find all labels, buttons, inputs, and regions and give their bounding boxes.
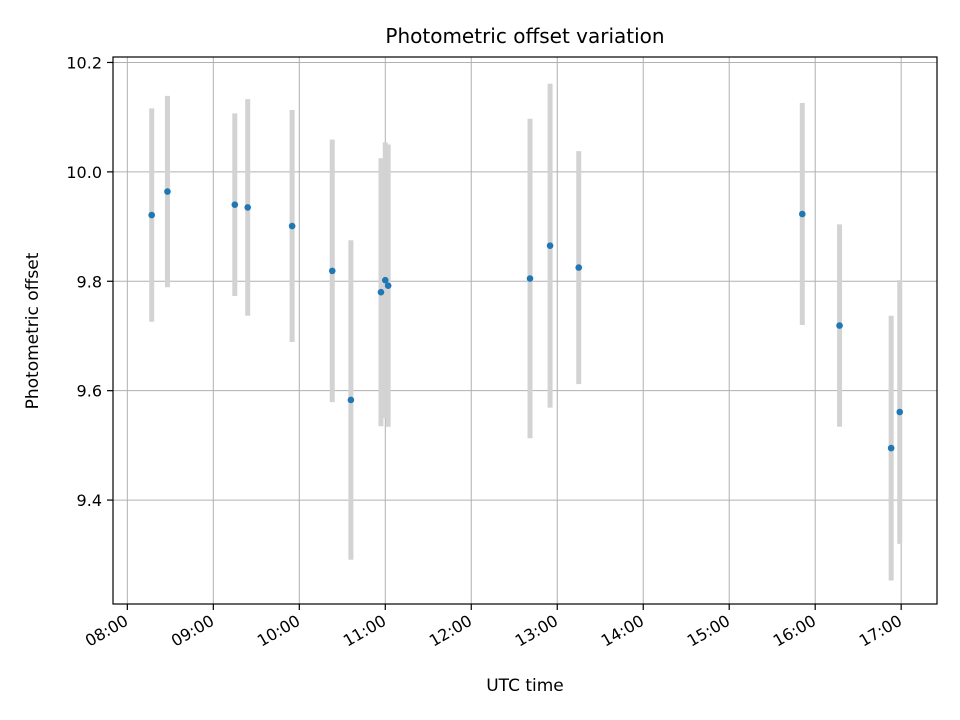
- chart-title: Photometric offset variation: [385, 24, 664, 48]
- y-tick-label: 9.4: [77, 491, 102, 510]
- y-tick-label: 9.6: [77, 382, 102, 401]
- y-tick-label: 10.0: [66, 163, 102, 182]
- data-point: [148, 211, 155, 219]
- x-axis-label: UTC time: [486, 676, 564, 696]
- data-point: [381, 276, 389, 284]
- data-point: [384, 282, 392, 289]
- point-layer: [148, 188, 904, 452]
- x-tick-label: 17:00: [856, 611, 905, 651]
- x-tick-label: 13:00: [512, 611, 561, 651]
- x-tick-label: 14:00: [598, 611, 647, 651]
- data-point: [347, 396, 355, 404]
- data-point: [231, 201, 239, 208]
- errorbar-layer: [149, 83, 903, 581]
- data-point: [288, 222, 296, 230]
- x-axis-ticks: 08:00 09:00 10:00 11:00 12:00 13:00 14:00 15:00…: [82, 604, 905, 651]
- x-tick-label: 15:00: [684, 611, 733, 651]
- data-point: [836, 322, 843, 329]
- data-point: [896, 408, 904, 416]
- data-point: [377, 288, 385, 296]
- data-point: [328, 267, 336, 275]
- grid-layer: [113, 57, 937, 604]
- x-tick-label: 08:00: [82, 611, 131, 651]
- data-point: [575, 264, 583, 271]
- plot-frame: [112, 56, 938, 605]
- y-tick-label: 10.2: [66, 53, 102, 72]
- x-tick-label: 11:00: [340, 611, 389, 651]
- data-point: [798, 210, 806, 218]
- data-point: [164, 188, 171, 195]
- data-point: [526, 275, 534, 282]
- x-tick-label: 16:00: [770, 611, 819, 651]
- x-tick-label: 09:00: [168, 611, 217, 651]
- x-tick-label: 12:00: [426, 611, 475, 651]
- data-point: [887, 444, 895, 452]
- data-point: [244, 204, 252, 211]
- x-tick-label: 10:00: [254, 611, 303, 651]
- y-axis-label: Photometric offset: [23, 252, 43, 409]
- y-tick-label: 9.8: [77, 272, 102, 291]
- y-axis-ticks: 9.4 9.6 9.8 10.0 10.2: [66, 53, 113, 510]
- data-point: [546, 242, 554, 250]
